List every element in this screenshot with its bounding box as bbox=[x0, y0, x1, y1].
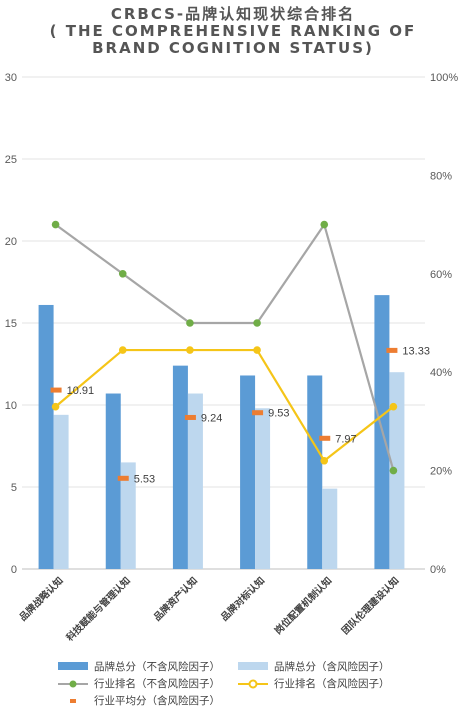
average-marker bbox=[184, 414, 196, 420]
legend-label-bar-no-risk: 品牌总分（不含风险因子） bbox=[94, 661, 220, 673]
category-label: 岗位配置机制认知 bbox=[272, 575, 334, 637]
legend-swatch-line-risk bbox=[238, 679, 268, 689]
left-axis-tick: 20 bbox=[5, 236, 17, 248]
bar-risk bbox=[53, 414, 69, 569]
chart-title: CRBCS-品牌认知现状综合排名 ( THE COMPREHENSIVE RAN… bbox=[0, 6, 466, 57]
right-axis-tick: 20% bbox=[430, 466, 452, 478]
data-label: 5.53 bbox=[134, 473, 155, 485]
average-marker bbox=[252, 410, 264, 416]
point-rank-risk bbox=[253, 346, 261, 354]
left-axis-tick: 30 bbox=[5, 72, 17, 84]
legend-item-line-risk: 行业排名（含风险因子） bbox=[238, 676, 438, 692]
point-rank-no-risk bbox=[320, 220, 329, 229]
average-marker bbox=[319, 435, 331, 441]
point-rank-no-risk bbox=[253, 319, 261, 327]
bar-risk bbox=[187, 393, 203, 569]
bars bbox=[38, 295, 405, 569]
bar-risk bbox=[255, 408, 271, 569]
bar-no-risk bbox=[240, 375, 256, 569]
point-rank-risk bbox=[186, 346, 194, 354]
bar-no-risk bbox=[105, 393, 121, 569]
chart-title-line3: BRAND COGNITION STATUS) bbox=[92, 39, 374, 57]
legend-label-line-no-risk: 行业排名（不含风险因子） bbox=[94, 678, 220, 690]
left-axis-tick: 10 bbox=[5, 400, 17, 412]
category-label: 品牌资产认知 bbox=[151, 575, 200, 624]
bar-no-risk bbox=[172, 365, 188, 569]
left-axis-tick: 0 bbox=[11, 564, 17, 576]
point-rank-risk bbox=[389, 402, 398, 411]
category-label: 品牌战略认知 bbox=[17, 575, 66, 624]
point-rank-risk bbox=[320, 456, 329, 465]
gridlines bbox=[22, 76, 425, 570]
category-label: 团队伦理建设认知 bbox=[339, 575, 401, 637]
legend-swatch-bar-risk bbox=[238, 662, 268, 670]
bar-no-risk bbox=[307, 375, 323, 569]
line-rank-no-risk bbox=[54, 222, 395, 471]
data-label: 13.33 bbox=[402, 345, 430, 357]
data-label: 10.91 bbox=[67, 385, 95, 397]
bar-risk bbox=[120, 462, 136, 569]
average-markers: 10.91 5.53 9.24 9.53 7.97 13.33 bbox=[50, 345, 430, 485]
legend-item-average: 行业平均分（含风险因子） bbox=[58, 693, 258, 709]
legend-swatch-average bbox=[70, 699, 76, 703]
legend-item-bar-risk: 品牌总分（含风险因子） bbox=[238, 659, 438, 675]
legend-swatch-line-no-risk bbox=[58, 680, 88, 688]
legend-swatch-bar-no-risk bbox=[58, 662, 88, 670]
lines bbox=[51, 220, 398, 475]
legend: 品牌总分（不含风险因子） 品牌总分（含风险因子） 行业排名（不含风险因子） 行业… bbox=[58, 659, 458, 709]
chart-title-line1: CRBCS-品牌认知现状综合排名 bbox=[110, 5, 356, 23]
bar-risk bbox=[322, 488, 338, 569]
data-label: 9.24 bbox=[201, 412, 222, 424]
right-axis-tick: 40% bbox=[430, 367, 452, 379]
point-rank-no-risk bbox=[51, 220, 60, 229]
average-marker bbox=[117, 475, 129, 481]
legend-item-bar-no-risk: 品牌总分（不含风险因子） bbox=[58, 659, 228, 675]
point-rank-no-risk bbox=[389, 466, 398, 475]
left-axis-tick: 5 bbox=[11, 482, 17, 494]
left-axis-tick: 15 bbox=[5, 318, 17, 330]
category-label: 品牌对标认知 bbox=[218, 575, 267, 624]
data-label: 9.53 bbox=[268, 408, 289, 420]
right-axis-tick: 100% bbox=[430, 72, 458, 84]
left-axis-ticks: 0 5 10 15 20 25 30 bbox=[5, 72, 17, 576]
legend-label-line-risk: 行业排名（含风险因子） bbox=[274, 678, 390, 690]
average-marker bbox=[50, 387, 62, 393]
point-rank-no-risk bbox=[118, 270, 127, 278]
chart-title-line2: ( THE COMPREHENSIVE RANKING OF bbox=[49, 22, 417, 40]
right-axis-tick: 80% bbox=[430, 170, 452, 182]
bar-no-risk bbox=[38, 304, 54, 569]
point-rank-risk bbox=[51, 402, 60, 411]
line-rank-risk bbox=[54, 348, 395, 463]
point-rank-risk bbox=[118, 346, 127, 354]
right-axis-tick: 0% bbox=[430, 564, 446, 576]
point-rank-no-risk bbox=[186, 319, 194, 327]
right-axis-tick: 60% bbox=[430, 269, 452, 281]
right-axis-ticks: 0% 20% 40% 60% 80% 100% bbox=[430, 72, 458, 576]
legend-label-bar-risk: 品牌总分（含风险因子） bbox=[274, 661, 390, 673]
legend-label-average: 行业平均分（含风险因子） bbox=[94, 695, 220, 707]
legend-item-line-no-risk: 行业排名（不含风险因子） bbox=[58, 676, 228, 692]
data-label: 7.97 bbox=[335, 433, 356, 445]
left-axis-tick: 25 bbox=[5, 154, 17, 166]
category-label: 科技赋能与管理认知 bbox=[64, 575, 133, 644]
average-marker bbox=[386, 347, 398, 353]
